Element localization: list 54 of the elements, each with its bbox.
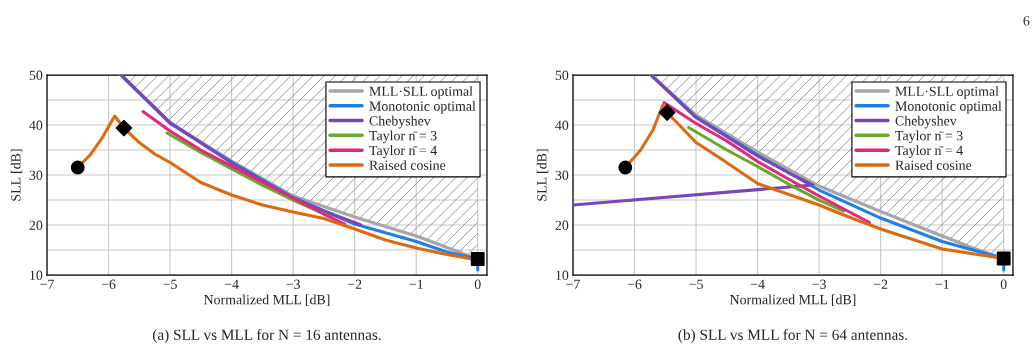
legend-label: Chebyshev xyxy=(895,115,957,129)
x-tick-label: 0 xyxy=(1000,279,1007,289)
x-tick-label: 0 xyxy=(474,279,481,289)
point xyxy=(658,104,676,121)
y-tick-label: 50 xyxy=(555,70,569,80)
y-tick-label: 40 xyxy=(555,120,569,130)
y-tick-label: 30 xyxy=(29,170,43,180)
x-tick-label: −3 xyxy=(286,279,300,289)
legend-label: Raised cosine xyxy=(369,160,446,170)
point xyxy=(996,251,1011,266)
legend-label: Taylor n̄ = 3 xyxy=(895,130,963,144)
legend-label: Taylor n̄ = 4 xyxy=(895,145,963,158)
point xyxy=(470,252,485,266)
legend-label: Monotonic optimal xyxy=(369,100,476,114)
line-series xyxy=(572,75,815,207)
y-tick-label: 10 xyxy=(556,270,569,280)
legend-label: Chebyshev xyxy=(369,115,431,129)
x-tick-label: −1 xyxy=(935,279,949,289)
legend-label: Taylor n̄ = 3 xyxy=(369,130,437,144)
legend-label: Taylor n̄ = 4 xyxy=(369,145,437,158)
x-tick-label: −7 xyxy=(566,279,580,289)
text: (b) SLL vs MLL for N = 64 antennas. xyxy=(678,329,908,344)
y-tick-label: 30 xyxy=(555,170,569,180)
x-tick-label: −3 xyxy=(812,279,826,289)
line-series xyxy=(141,110,347,226)
legend-label: Raised cosine xyxy=(895,160,972,170)
x-tick-label: −5 xyxy=(689,279,703,289)
y-axis-title: SLL [dB] xyxy=(10,149,23,201)
y-tick-label: 20 xyxy=(555,220,569,230)
x-tick-label: −6 xyxy=(627,279,642,289)
line-series xyxy=(687,126,846,213)
text: 6 xyxy=(1023,16,1030,26)
y-tick-label: 10 xyxy=(30,270,43,280)
y-axis-title: SLL [dB] xyxy=(536,149,549,201)
x-tick-label: −6 xyxy=(101,279,116,289)
x-tick-label: −5 xyxy=(163,279,177,289)
x-tick-label: −4 xyxy=(224,279,239,289)
y-tick-label: 50 xyxy=(29,70,43,80)
point xyxy=(70,160,85,175)
legend-label: MLL·SLL optimal xyxy=(369,86,473,99)
y-tick-label: 40 xyxy=(29,120,43,130)
x-tick-label: −4 xyxy=(750,279,765,289)
point xyxy=(618,160,633,175)
legend-label: MLL·SLL optimal xyxy=(895,86,999,99)
x-axis-title: Normalized MLL [dB] xyxy=(204,294,330,307)
text: (a) SLL vs MLL for N = 16 antennas. xyxy=(152,329,381,344)
legend-label: Monotonic optimal xyxy=(895,100,1002,114)
point xyxy=(115,119,133,137)
x-tick-label: −1 xyxy=(409,279,423,289)
x-tick-label: −2 xyxy=(873,279,888,289)
x-tick-label: −7 xyxy=(40,279,54,289)
x-tick-label: −2 xyxy=(347,279,362,289)
x-axis-title: Normalized MLL [dB] xyxy=(729,294,856,307)
y-tick-label: 20 xyxy=(29,220,43,230)
